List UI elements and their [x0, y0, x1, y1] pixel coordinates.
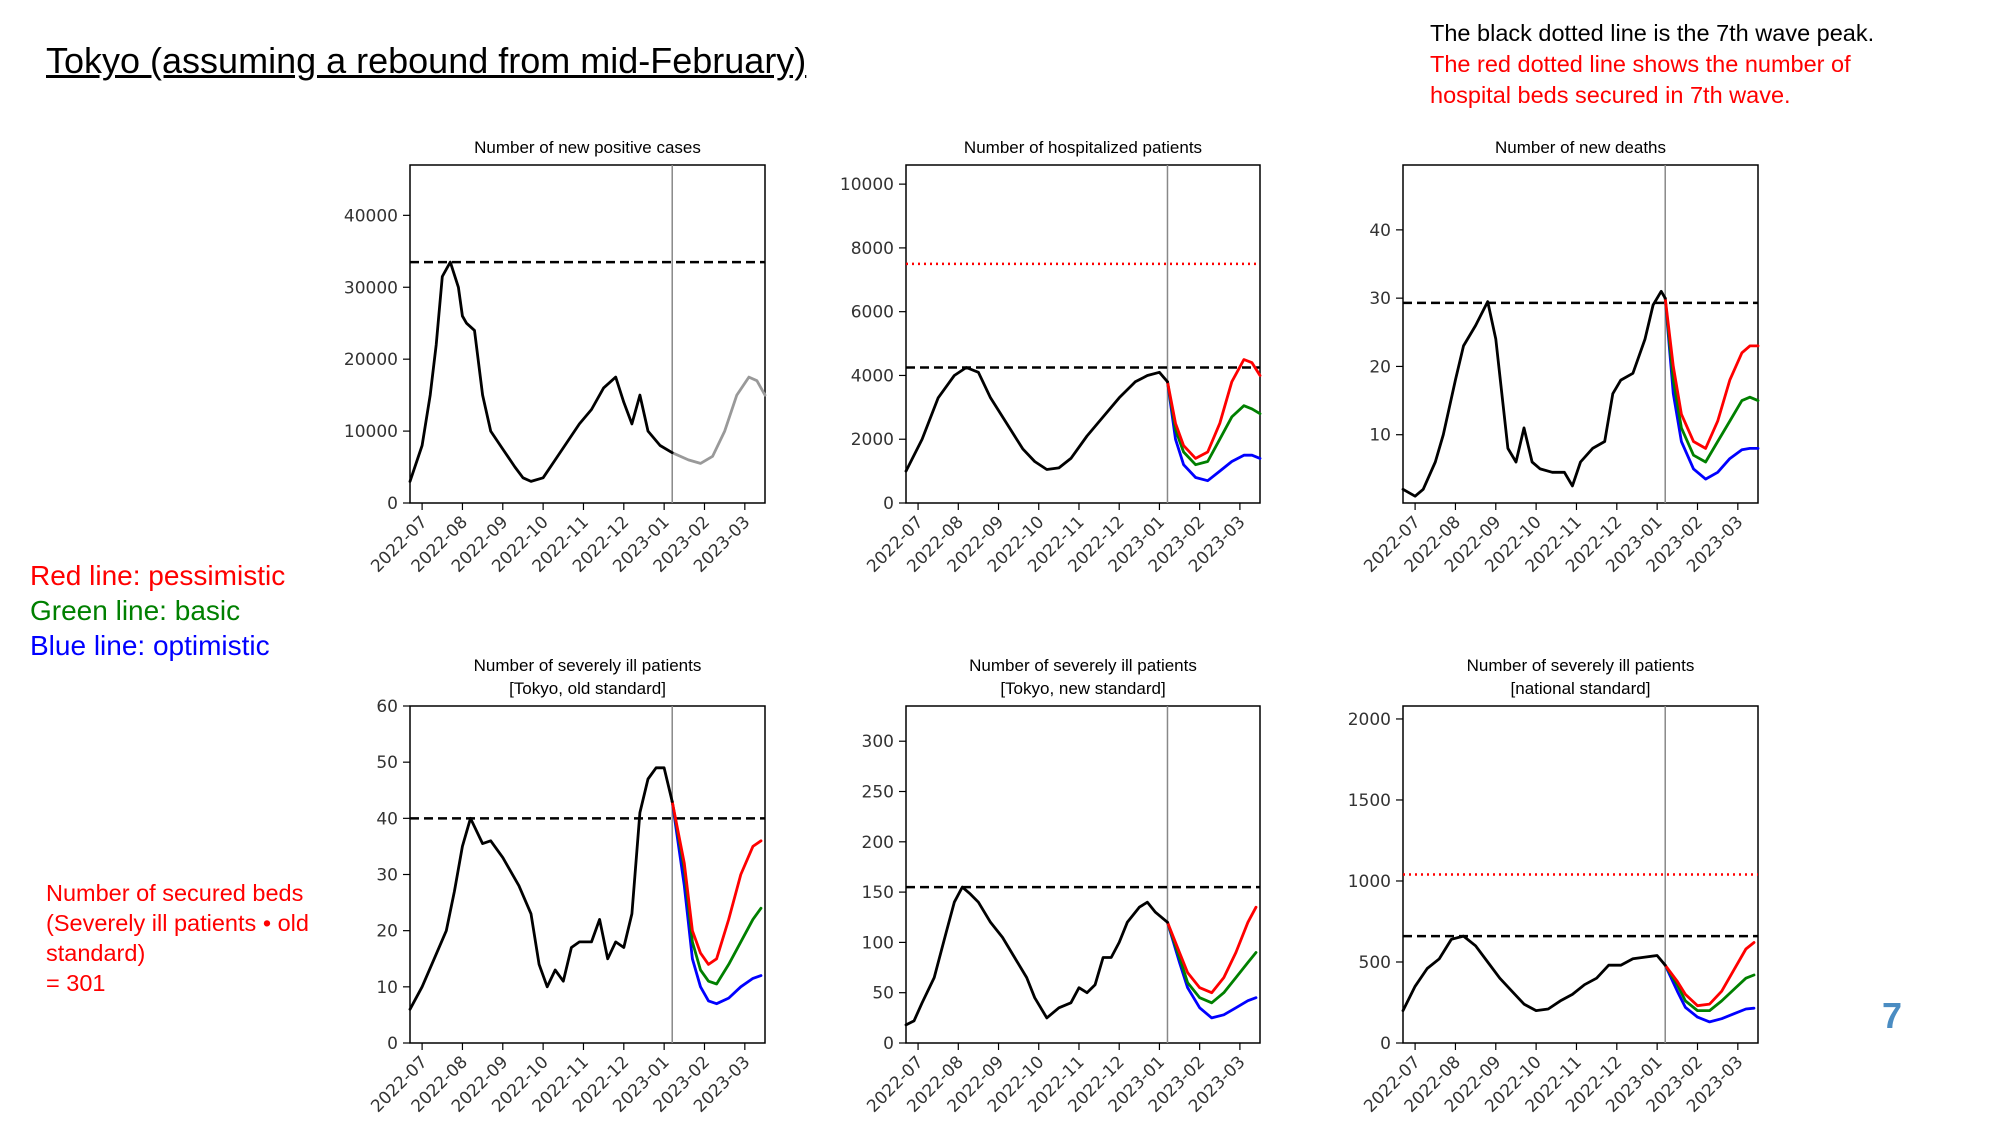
legend-optimistic: Blue line: optimistic: [30, 630, 270, 661]
reference-lines-note: The black dotted line is the 7th wave pe…: [1430, 18, 1874, 111]
chart-3: Number of new deaths102030402022-072022-…: [1360, 138, 1760, 577]
beds-line-2: (Severely ill patients • old: [46, 910, 309, 936]
plot-frame: [1402, 164, 1759, 504]
basic-series-line: [1166, 920, 1258, 1005]
y-tick-label: 200: [862, 833, 894, 853]
y-tick-label: 40: [1369, 221, 1391, 241]
chart-2: Number of hospitalized patients 0 2000 4000…: [840, 138, 1262, 577]
note-black-line: The black dotted line is the 7th wave pe…: [1430, 20, 1875, 46]
optimistic-series-line: [1166, 380, 1262, 483]
y-tick-label: 100: [862, 933, 894, 953]
history-series-line: [408, 766, 674, 1011]
history-series-line: [904, 366, 1169, 473]
history-series-line: [1401, 934, 1667, 1012]
pessimistic-series-line: [1166, 905, 1258, 995]
pessimistic-series-line: [670, 800, 763, 966]
page-title: Tokyo (assuming a rebound from mid-Febru…: [46, 40, 807, 81]
chart-title: Number of severely ill patients: [969, 656, 1197, 675]
optimistic-series-line: [1663, 296, 1760, 481]
plot-frame: [409, 705, 766, 1044]
basic-series-line: [1166, 380, 1262, 467]
pessimistic-series-line: [1166, 358, 1262, 460]
projection-series-line: [670, 375, 767, 465]
y-tick-label: 30000: [344, 278, 398, 298]
chart-title: [national standard]: [1511, 679, 1651, 698]
chart-5: Number of severely ill patients [Tokyo, n…: [862, 656, 1261, 1117]
y-tick-label: 6000: [851, 303, 894, 323]
history-series-line: [904, 885, 1169, 1027]
y-tick-label: 10: [1369, 426, 1391, 446]
y-tick-label: 0: [387, 494, 398, 514]
y-tick-label: 0: [387, 1034, 398, 1054]
basic-series-line: [1663, 963, 1756, 1012]
y-tick-label: 10000: [840, 175, 894, 195]
y-tick-label: 0: [883, 1034, 894, 1054]
y-tick-label: 8000: [851, 239, 894, 259]
history-series-line: [408, 260, 674, 483]
y-tick-label: 2000: [1348, 710, 1391, 730]
chart-title: Number of severely ill patients: [474, 656, 702, 675]
legend-pessimistic: Red line: pessimistic: [30, 560, 286, 591]
y-tick-label: 0: [883, 494, 894, 514]
y-tick-label: 10: [376, 978, 398, 998]
chart-6: Number of severely ill patients [national…: [1348, 656, 1759, 1117]
chart-title: Number of hospitalized patients: [964, 138, 1202, 157]
beds-line-4: = 301: [46, 970, 106, 996]
pessimistic-series-line: [1663, 296, 1760, 450]
y-tick-label: 1000: [1348, 872, 1391, 892]
chart-1: Number of new positive cases 0 10000 20000 3…: [344, 138, 767, 577]
chart-4: Number of severely ill patients [Tokyo, o…: [367, 656, 766, 1117]
optimistic-series-line: [1663, 963, 1756, 1024]
page-number: 7: [1882, 995, 1903, 1036]
y-tick-label: 30: [376, 866, 398, 886]
y-tick-label: 20: [376, 922, 398, 942]
beds-line-1: Number of secured beds: [46, 880, 304, 906]
y-tick-label: 60: [376, 697, 398, 717]
basic-series-line: [1663, 296, 1760, 464]
chart-title: Number of new deaths: [1495, 138, 1666, 157]
scenario-legend: Red line: pessimistic Green line: basic …: [30, 558, 285, 663]
y-tick-label: 2000: [851, 430, 894, 450]
plot-frame: [905, 705, 1261, 1044]
y-tick-label: 0: [1380, 1034, 1391, 1054]
y-tick-label: 300: [862, 732, 894, 752]
chart-title: Number of new positive cases: [474, 138, 701, 157]
y-tick-label: 150: [862, 883, 894, 903]
chart-title: Number of severely ill patients: [1467, 656, 1695, 675]
history-series-line: [1401, 289, 1667, 498]
y-tick-label: 1500: [1348, 791, 1391, 811]
y-tick-label: 20000: [344, 350, 398, 370]
y-tick-label: 500: [1359, 953, 1391, 973]
y-tick-label: 50: [376, 753, 398, 773]
y-tick-label: 4000: [851, 366, 894, 386]
y-tick-label: 20: [1369, 357, 1391, 377]
chart-title: [Tokyo, old standard]: [509, 679, 666, 698]
y-tick-label: 10000: [344, 422, 398, 442]
plot-frame: [905, 164, 1261, 504]
y-tick-label: 250: [862, 783, 894, 803]
chart-title: [Tokyo, new standard]: [1000, 679, 1165, 698]
y-tick-label: 40000: [344, 206, 398, 226]
note-red-line-1: The red dotted line shows the number of: [1430, 51, 1851, 77]
optimistic-series-line: [1166, 920, 1258, 1020]
optimistic-series-line: [670, 800, 763, 1006]
legend-basic: Green line: basic: [30, 595, 241, 626]
beds-line-3: standard): [46, 940, 146, 966]
note-red-line-2: hospital beds secured in 7th wave.: [1430, 82, 1791, 108]
y-tick-label: 40: [376, 809, 398, 829]
y-tick-label: 50: [872, 984, 894, 1004]
pessimistic-series-line: [1663, 941, 1756, 1008]
secured-beds-note: Number of secured beds (Severely ill pat…: [46, 878, 346, 998]
y-tick-label: 30: [1369, 289, 1391, 309]
plot-frame: [409, 164, 766, 504]
